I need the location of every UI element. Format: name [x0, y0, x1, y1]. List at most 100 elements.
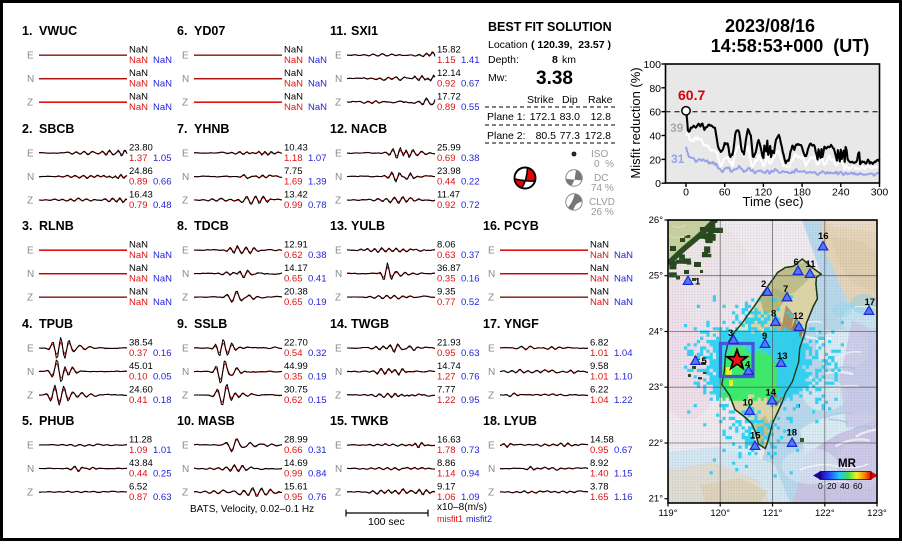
- svg-text:YNGF: YNGF: [504, 317, 539, 331]
- svg-text:misfit2: misfit2: [466, 514, 492, 524]
- svg-text:0: 0: [818, 481, 823, 491]
- svg-text:38.54: 38.54: [129, 338, 153, 349]
- svg-text:14.58: 14.58: [590, 435, 614, 446]
- svg-text:E: E: [488, 246, 495, 257]
- svg-text:N: N: [27, 269, 34, 280]
- svg-text:NaN: NaN: [614, 250, 633, 261]
- svg-text:NaN: NaN: [284, 92, 303, 103]
- svg-text:Location: Location: [488, 39, 528, 51]
- svg-text:11.: 11.: [330, 24, 347, 38]
- svg-text:Time (sec): Time (sec): [743, 194, 804, 209]
- svg-text:0.67: 0.67: [461, 79, 480, 90]
- svg-text:0.79: 0.79: [129, 200, 148, 211]
- svg-text:7: 7: [783, 284, 788, 295]
- svg-text:5.: 5.: [22, 414, 32, 428]
- svg-text:17.72: 17.72: [437, 92, 461, 103]
- svg-text:1.01: 1.01: [590, 348, 609, 359]
- svg-text:1.05: 1.05: [153, 153, 172, 164]
- svg-text:YHNB: YHNB: [194, 122, 229, 136]
- svg-text:21°: 21°: [649, 494, 664, 505]
- svg-text:31: 31: [671, 152, 685, 166]
- svg-text:14.17: 14.17: [284, 263, 308, 274]
- svg-text:N: N: [182, 464, 189, 475]
- svg-text:8.06: 8.06: [437, 240, 456, 251]
- svg-text:1.10: 1.10: [614, 372, 633, 383]
- svg-text:2.: 2.: [22, 122, 32, 136]
- svg-text:36.87: 36.87: [437, 263, 461, 274]
- svg-text:18: 18: [787, 428, 798, 439]
- svg-text:N: N: [335, 269, 342, 280]
- svg-text:9.35: 9.35: [437, 287, 456, 298]
- svg-text:0.69: 0.69: [437, 153, 456, 164]
- svg-text:TDCB: TDCB: [194, 219, 229, 233]
- svg-text:0.16: 0.16: [461, 274, 480, 285]
- svg-text:0.87: 0.87: [129, 492, 148, 503]
- svg-text:13: 13: [777, 351, 788, 362]
- svg-text:22.70: 22.70: [284, 338, 308, 349]
- svg-text:14:58:53+000 (UT): 14:58:53+000 (UT): [711, 36, 870, 56]
- svg-text:172.1: 172.1: [530, 111, 556, 123]
- svg-text:172.8: 172.8: [585, 130, 611, 142]
- svg-text:1.69: 1.69: [284, 177, 303, 188]
- svg-text:NaN: NaN: [614, 297, 633, 308]
- svg-text:0.38: 0.38: [461, 153, 480, 164]
- svg-text:0.35: 0.35: [437, 274, 456, 285]
- svg-text:0.52: 0.52: [461, 297, 480, 308]
- svg-text:0.76: 0.76: [461, 372, 480, 383]
- svg-text:25°: 25°: [649, 271, 664, 282]
- svg-text:8.92: 8.92: [590, 458, 609, 469]
- svg-text:1.41: 1.41: [461, 55, 480, 66]
- svg-text:3.78: 3.78: [590, 482, 609, 493]
- svg-text:0.78: 0.78: [308, 200, 327, 211]
- svg-text:1.04: 1.04: [614, 348, 633, 359]
- svg-text:23°: 23°: [649, 382, 664, 393]
- svg-text:Z: Z: [182, 196, 188, 207]
- svg-text:14: 14: [766, 388, 777, 399]
- svg-text:Z: Z: [488, 293, 494, 304]
- svg-text:80: 80: [649, 83, 661, 95]
- svg-text:NaN: NaN: [153, 274, 172, 285]
- svg-text:24.86: 24.86: [129, 166, 153, 177]
- svg-text:1.22: 1.22: [614, 395, 633, 406]
- svg-text:Mw:: Mw:: [488, 72, 507, 84]
- svg-text:1.09: 1.09: [129, 445, 148, 456]
- svg-text:7.: 7.: [177, 122, 187, 136]
- svg-text:0.25: 0.25: [153, 469, 172, 480]
- svg-text:NaN: NaN: [284, 102, 303, 113]
- svg-text:BEST FIT SOLUTION: BEST FIT SOLUTION: [488, 20, 612, 34]
- svg-text:0.73: 0.73: [461, 445, 480, 456]
- svg-text:0.35: 0.35: [284, 372, 303, 383]
- svg-text:TWKB: TWKB: [351, 414, 389, 428]
- svg-text:NaN: NaN: [284, 55, 303, 66]
- svg-text:18.: 18.: [483, 414, 500, 428]
- svg-text:0.41: 0.41: [308, 274, 327, 285]
- svg-text:E: E: [27, 149, 34, 160]
- svg-text:NaN: NaN: [153, 250, 172, 261]
- svg-text:0.44: 0.44: [129, 469, 148, 480]
- svg-text:NaN: NaN: [590, 287, 609, 298]
- svg-text:60: 60: [719, 187, 731, 199]
- svg-text:Z: Z: [27, 488, 33, 499]
- svg-text:NaN: NaN: [284, 79, 303, 90]
- svg-text:NaN: NaN: [308, 55, 327, 66]
- svg-text:NaN: NaN: [590, 240, 609, 251]
- svg-text:0: 0: [655, 178, 661, 190]
- svg-text:0.10: 0.10: [129, 372, 148, 383]
- svg-text:0.63: 0.63: [153, 492, 172, 503]
- svg-text:SBCB: SBCB: [39, 122, 74, 136]
- svg-text:0.95: 0.95: [437, 348, 456, 359]
- svg-text:Rake: Rake: [588, 94, 613, 106]
- svg-text:30.75: 30.75: [284, 385, 308, 396]
- svg-text:km: km: [562, 54, 576, 66]
- svg-text:7.75: 7.75: [284, 166, 303, 177]
- svg-text:Z: Z: [335, 391, 341, 402]
- svg-text:VWUC: VWUC: [39, 24, 77, 38]
- svg-text:0.95: 0.95: [461, 395, 480, 406]
- svg-text:24.60: 24.60: [129, 385, 153, 396]
- svg-text:E: E: [488, 344, 495, 355]
- svg-text:NaN: NaN: [129, 263, 148, 274]
- svg-text:NaN: NaN: [590, 250, 609, 261]
- svg-text:E: E: [488, 441, 495, 452]
- svg-text:17.: 17.: [483, 317, 500, 331]
- svg-text:E: E: [182, 441, 189, 452]
